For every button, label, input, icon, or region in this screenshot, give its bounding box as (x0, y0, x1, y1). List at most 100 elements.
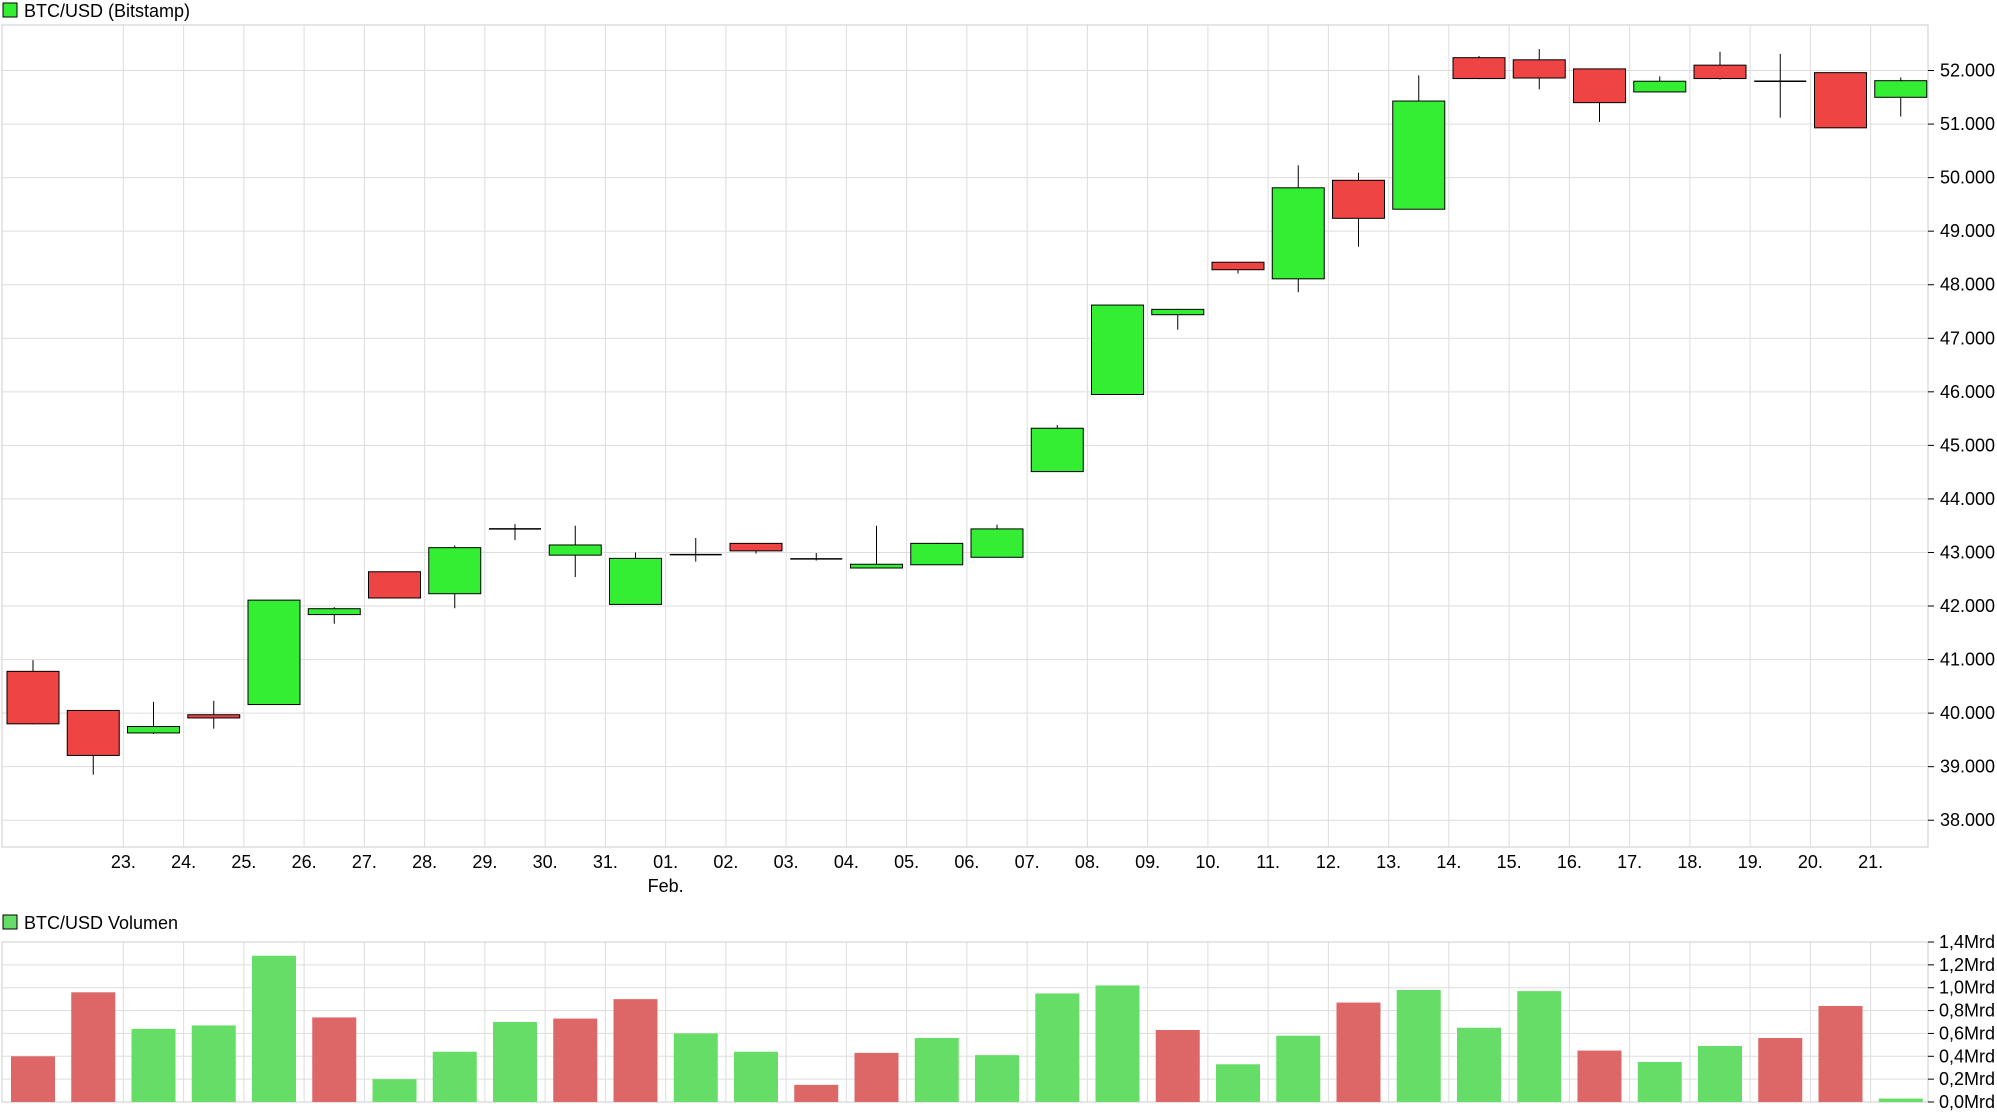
x-tick-label: 06. (954, 852, 979, 872)
candle-body (1030, 427, 1084, 473)
x-tick-label: 27. (352, 852, 377, 872)
candle-body (66, 709, 120, 756)
volume-legend-swatch (2, 914, 18, 930)
candle-body (548, 544, 602, 556)
candle-body (850, 563, 903, 569)
candle-body (1693, 64, 1747, 80)
volume-bar (854, 1052, 899, 1102)
price-y-tick-label: 46.000 (1940, 382, 1995, 402)
candle-body (970, 528, 1024, 558)
volume-y-tick-label: 0,8Mrd (1939, 1001, 1995, 1021)
price-panel: BTC/USD (Bitstamp) 38.000 39.000 40.000 41.… (1, 1, 1995, 896)
x-tick-label: 13. (1376, 852, 1401, 872)
volume-bar (1035, 993, 1080, 1102)
price-y-tick-label: 52.000 (1940, 61, 1995, 81)
volume-bar (191, 1025, 236, 1102)
candle-body (1814, 72, 1867, 129)
x-tick-label: 28. (412, 852, 437, 872)
candle-down (1754, 53, 1807, 118)
candle-up (1091, 304, 1144, 395)
candle-body (368, 571, 421, 599)
volume-bar (493, 1022, 537, 1102)
volume-bar (1818, 1006, 1863, 1102)
volume-y-tick-label: 1,0Mrd (1939, 978, 1995, 998)
price-y-tick-label: 50.000 (1940, 168, 1995, 188)
candle-up (428, 545, 482, 609)
candle-down (368, 571, 421, 599)
candle-up (489, 524, 541, 541)
x-tick-label: 15. (1497, 852, 1522, 872)
volume-y-tick-label: 0,0Mrd (1939, 1092, 1995, 1112)
volume-bars (11, 955, 1923, 1102)
x-tick-label: 19. (1738, 852, 1763, 872)
price-y-tick-label: 44.000 (1940, 489, 1995, 509)
candle-body (187, 714, 241, 719)
price-y-tick-label: 39.000 (1940, 757, 1995, 777)
candle-up (850, 525, 903, 569)
volume-bar (432, 1051, 477, 1102)
x-tick-label: 14. (1436, 852, 1461, 872)
candle-body (910, 542, 964, 566)
x-tick-label: 21. (1858, 852, 1883, 872)
candle-down (1814, 72, 1867, 129)
volume-bar (372, 1079, 417, 1102)
x-tick-label: 10. (1195, 852, 1220, 872)
candle-body (428, 547, 482, 595)
candle-body (1392, 100, 1446, 210)
price-legend-label: BTC/USD (Bitstamp) (24, 1, 190, 21)
x-tick-label: 29. (472, 852, 497, 872)
volume-y-tick-label: 0,6Mrd (1939, 1023, 1995, 1043)
candle-down (1512, 49, 1566, 90)
candle-body (1633, 80, 1687, 93)
volume-bar (1758, 1038, 1803, 1102)
candle-down (1452, 56, 1506, 80)
candle-up (247, 599, 301, 706)
candle-body (247, 599, 301, 706)
x-tick-label: 03. (774, 852, 799, 872)
volume-bar (252, 955, 296, 1102)
price-y-tick-label: 42.000 (1940, 596, 1995, 616)
x-tick-label: 25. (231, 852, 256, 872)
candle-body (307, 608, 361, 616)
candle-down (1332, 172, 1385, 247)
candle-body (1271, 187, 1325, 280)
x-tick-label: 16. (1557, 852, 1582, 872)
x-tick-label: 23. (111, 852, 136, 872)
volume-panel: BTC/USD Volumen 0,0Mrd 0,2Mrd 0,4Mrd 0,6Mrd… (1, 913, 1995, 1112)
price-plot-frame (1, 24, 1929, 848)
candle-up (307, 607, 361, 624)
price-x-axis: Feb. 23. 24. 25. 26. 27. 28. 29. 30. 31. 01. 02. 03… (111, 852, 1883, 896)
x-month-label: Feb. (648, 876, 684, 896)
candle-up (548, 525, 602, 578)
volume-bar (1577, 1050, 1622, 1102)
candle-body (1091, 304, 1144, 395)
volume-legend-label: BTC/USD Volumen (24, 913, 178, 933)
candle-body (729, 542, 783, 552)
x-tick-label: 01. (653, 852, 678, 872)
x-tick-label: 20. (1798, 852, 1823, 872)
x-tick-label: 04. (834, 852, 859, 872)
volume-bar (1095, 985, 1140, 1102)
volume-bar (312, 1017, 357, 1102)
candle-body (1573, 68, 1626, 104)
candle-body (1512, 59, 1566, 79)
x-tick-label: 11. (1256, 852, 1280, 872)
volume-bar (673, 1033, 718, 1102)
price-y-tick-label: 47.000 (1940, 328, 1995, 348)
volume-bar (975, 1055, 1019, 1102)
candle-down (6, 660, 60, 725)
candle-up (127, 701, 180, 735)
candle-down (790, 553, 843, 561)
volume-bar (1457, 1027, 1501, 1102)
x-tick-label: 08. (1075, 852, 1100, 872)
price-y-tick-label: 48.000 (1940, 275, 1995, 295)
volume-bar (1216, 1064, 1260, 1102)
x-tick-label: 09. (1135, 852, 1160, 872)
volume-bar (1396, 990, 1441, 1102)
x-tick-label: 26. (292, 852, 317, 872)
candle-up (1030, 425, 1084, 473)
candle-down (1211, 261, 1265, 274)
x-tick-label: 12. (1316, 852, 1341, 872)
